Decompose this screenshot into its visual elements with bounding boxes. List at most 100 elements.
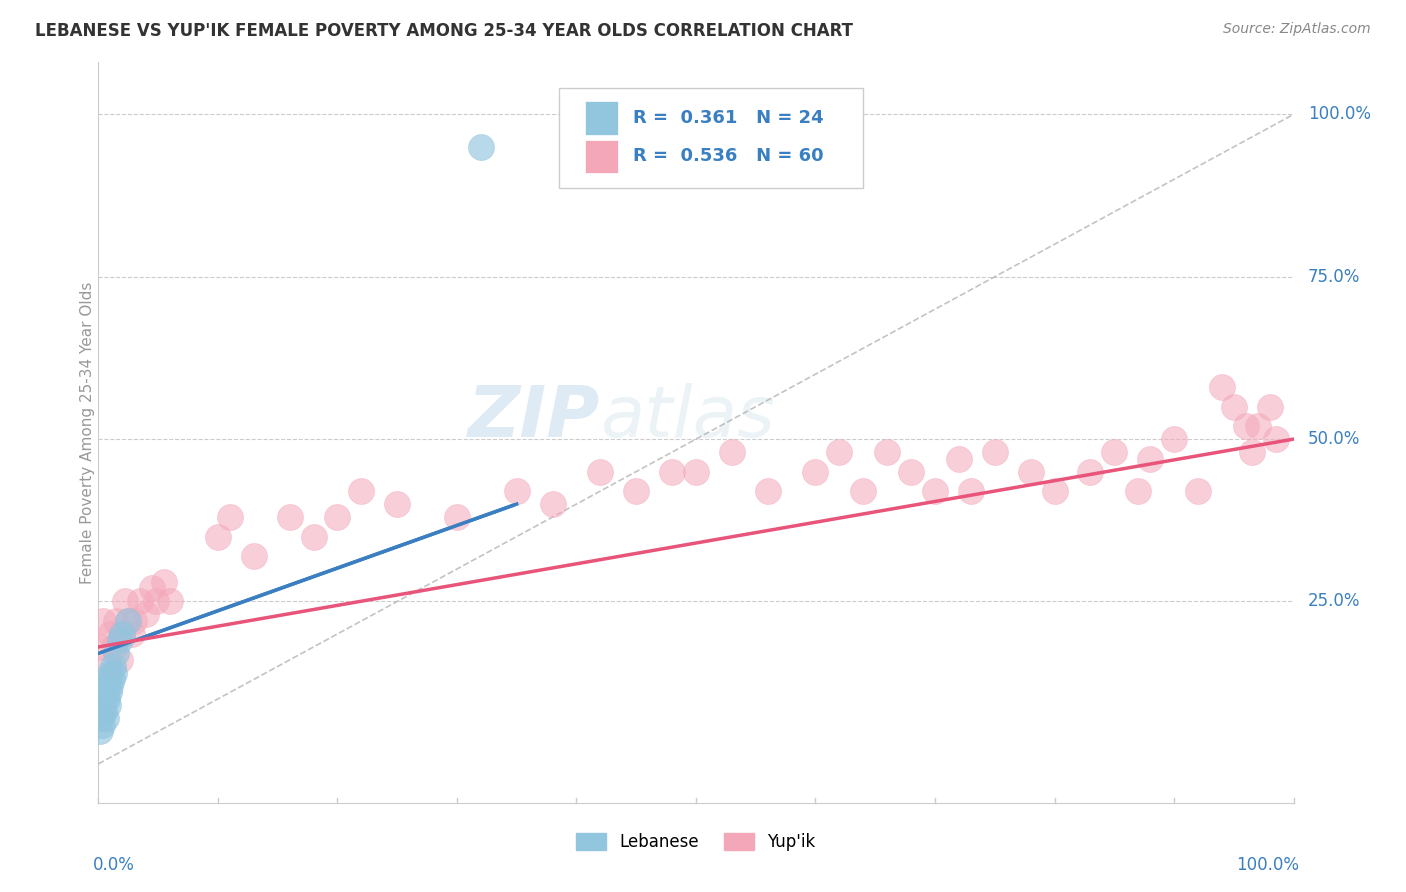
Legend: Lebanese, Yup'ik: Lebanese, Yup'ik [569,826,823,857]
Point [278,510,301,524]
Point [207,529,229,543]
Point [219,510,242,524]
Point [1211,380,1233,394]
Point [243,549,266,563]
Point [948,451,970,466]
Point [626,484,648,499]
Point [984,445,1007,459]
Y-axis label: Female Poverty Among 25-34 Year Olds: Female Poverty Among 25-34 Year Olds [80,282,94,583]
Point [159,594,181,608]
Text: atlas: atlas [600,384,775,452]
Point [876,445,898,459]
Text: 25.0%: 25.0% [1308,592,1361,610]
Point [1019,465,1042,479]
Point [721,445,744,459]
Point [135,607,157,622]
Point [121,627,143,641]
Text: 0.0%: 0.0% [93,856,135,874]
Point [96,692,118,706]
Point [96,679,118,693]
Point [326,510,349,524]
Point [828,445,851,459]
Point [302,529,325,543]
Point [960,484,983,499]
Point [100,673,122,687]
Point [153,574,176,589]
Text: 100.0%: 100.0% [1308,105,1371,123]
Point [91,698,114,713]
Point [804,465,827,479]
Point [385,497,409,511]
Point [117,614,139,628]
Point [1223,400,1246,414]
Point [1258,400,1281,414]
Point [1128,484,1150,499]
Point [117,614,139,628]
Point [1264,432,1286,446]
Point [93,685,115,699]
Point [129,594,152,608]
Point [89,640,111,654]
Bar [585,102,619,135]
Point [446,510,468,524]
Point [93,705,115,719]
Bar [585,140,619,173]
Point [1104,445,1126,459]
Point [91,614,114,628]
Point [1139,451,1161,466]
Point [98,665,122,680]
Point [101,659,124,673]
Point [98,627,122,641]
Point [108,633,131,648]
Point [589,465,612,479]
Point [506,484,529,499]
Point [111,627,134,641]
Point [89,724,111,739]
Point [90,705,112,719]
Point [470,140,492,154]
Text: LEBANESE VS YUP'IK FEMALE POVERTY AMONG 25-34 YEAR OLDS CORRELATION CHART: LEBANESE VS YUP'IK FEMALE POVERTY AMONG … [35,22,853,40]
Point [108,653,131,667]
Point [1234,419,1257,434]
Point [114,594,136,608]
Text: R =  0.361   N = 24: R = 0.361 N = 24 [633,109,824,127]
Point [91,705,114,719]
Point [90,711,112,725]
Point [97,659,120,673]
Point [145,594,167,608]
Point [91,692,114,706]
Point [852,484,875,499]
Text: Source: ZipAtlas.com: Source: ZipAtlas.com [1223,22,1371,37]
Point [105,614,128,628]
Point [98,685,121,699]
Point [924,484,946,499]
Point [124,614,146,628]
Point [661,465,683,479]
Text: 75.0%: 75.0% [1308,268,1360,285]
Text: ZIP: ZIP [468,384,600,452]
Point [105,647,128,661]
Point [91,718,114,732]
Point [350,484,373,499]
Point [111,627,134,641]
Point [98,679,122,693]
Point [1240,445,1263,459]
Point [1163,432,1185,446]
Point [685,465,707,479]
Text: 100.0%: 100.0% [1236,856,1299,874]
Text: R =  0.536   N = 60: R = 0.536 N = 60 [633,147,824,165]
Point [541,497,564,511]
Point [1080,465,1102,479]
Text: 50.0%: 50.0% [1308,430,1360,448]
Point [97,698,120,713]
Point [103,665,125,680]
Point [97,673,120,687]
Point [141,582,163,596]
Point [1187,484,1209,499]
Point [900,465,922,479]
Point [1247,419,1270,434]
Point [94,711,117,725]
FancyBboxPatch shape [558,88,863,188]
Point [1043,484,1066,499]
Point [756,484,779,499]
